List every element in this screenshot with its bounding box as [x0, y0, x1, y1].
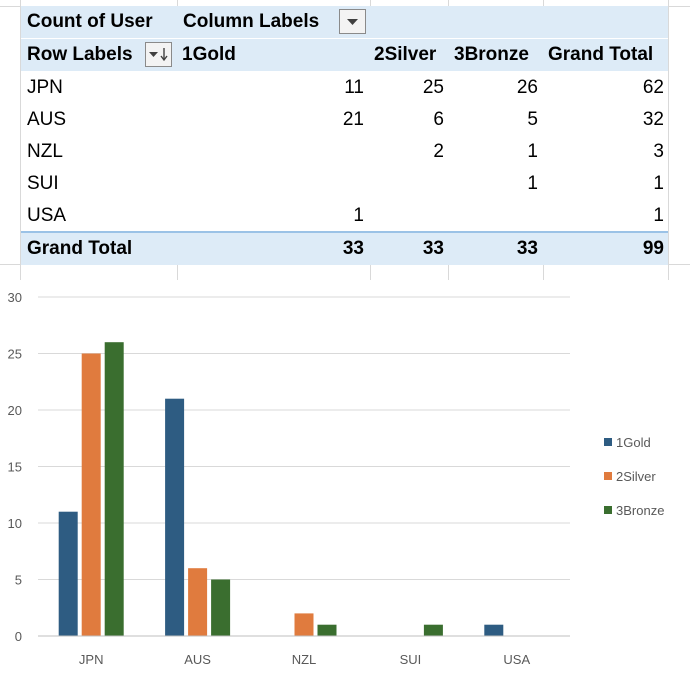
row-label[interactable]: JPN: [27, 77, 63, 98]
value-cell[interactable]: 11: [344, 77, 364, 98]
x-tick-label: NZL: [292, 652, 317, 667]
value-cell[interactable]: 5: [527, 109, 538, 130]
value-cell[interactable]: 1: [527, 141, 538, 162]
row-label[interactable]: NZL: [27, 141, 63, 162]
table-row: AUS 21 6 5 32: [21, 104, 668, 136]
legend-swatch: [604, 438, 612, 446]
legend-label: 2Silver: [616, 469, 656, 484]
column-header-silver[interactable]: 2Silver: [374, 44, 437, 65]
bar-2Silver-JPN: [81, 353, 101, 636]
table-row: NZL 2 1 3: [21, 136, 668, 168]
value-cell[interactable]: 1: [653, 173, 664, 194]
sort-filter-icon: [149, 48, 168, 62]
value-cell[interactable]: 3: [653, 141, 664, 162]
value-cell[interactable]: 62: [642, 77, 664, 98]
chart-canvas: 0 5 10 15 20 25 30 JPN AUS NZL SUI USA 1Gold 2Silver 3…: [8, 290, 665, 667]
row-label[interactable]: AUS: [27, 109, 67, 130]
legend-label: 1Gold: [616, 435, 651, 450]
total-cell[interactable]: 99: [642, 238, 664, 259]
value-cell[interactable]: 25: [422, 77, 444, 98]
value-cell[interactable]: 32: [642, 109, 664, 130]
table-row: SUI 1 1: [21, 168, 668, 200]
bar-3Bronze-NZL: [317, 624, 337, 636]
y-tick-label: 25: [8, 347, 22, 362]
x-tick-label: JPN: [79, 652, 104, 667]
value-cell[interactable]: 21: [342, 109, 364, 130]
y-tick-label: 0: [15, 629, 22, 644]
y-tick-label: 10: [8, 516, 22, 531]
y-tick-label: 20: [8, 403, 22, 418]
value-cell[interactable]: 6: [433, 109, 444, 130]
pivot-table: Count of User Column Labels Row Labels 1…: [21, 6, 668, 265]
row-sort-filter-dropdown[interactable]: [145, 42, 172, 67]
gridline: [20, 0, 21, 280]
column-header-gold[interactable]: 1Gold: [182, 44, 236, 65]
total-cell[interactable]: 33: [516, 238, 538, 259]
x-tick-label: USA: [503, 652, 530, 667]
y-tick-label: 5: [15, 573, 22, 588]
value-cell[interactable]: 1: [353, 205, 364, 226]
grand-total-label[interactable]: Grand Total: [27, 238, 133, 259]
y-tick-label: 30: [8, 290, 22, 305]
bar-2Silver-NZL: [294, 613, 314, 636]
y-tick-label: 15: [8, 460, 22, 475]
value-cell[interactable]: 1: [527, 173, 538, 194]
legend-swatch: [604, 506, 612, 514]
table-row: JPN 11 25 26 62: [21, 72, 668, 104]
pivot-header-row-1: Count of User Column Labels: [21, 6, 668, 38]
table-row: USA 1 1: [21, 200, 668, 232]
bar-1Gold-USA: [484, 624, 504, 636]
value-cell[interactable]: 26: [516, 77, 538, 98]
x-tick-label: AUS: [184, 652, 211, 667]
total-cell[interactable]: 33: [342, 238, 364, 259]
bar-3Bronze-SUI: [423, 624, 443, 636]
pivot-chart[interactable]: 0 5 10 15 20 25 30 JPN AUS NZL SUI USA 1Gold 2Silver 3…: [0, 280, 690, 682]
bar-3Bronze-JPN: [104, 342, 124, 636]
bar-3Bronze-AUS: [211, 579, 231, 636]
pivot-corner-label[interactable]: Count of User: [27, 11, 153, 32]
bar-2Silver-AUS: [188, 568, 208, 636]
pivot-header-row-2: Row Labels 1Gold 2Silver 3Bronze Grand T…: [21, 39, 668, 71]
x-tick-label: SUI: [400, 652, 422, 667]
row-label[interactable]: USA: [27, 205, 67, 226]
column-labels-header[interactable]: Column Labels: [183, 11, 320, 32]
legend-label: 3Bronze: [616, 503, 664, 518]
bar-1Gold-AUS: [165, 398, 185, 636]
column-filter-dropdown[interactable]: [339, 9, 366, 34]
value-cell[interactable]: 1: [653, 205, 664, 226]
grand-total-row: Grand Total 33 33 33 99: [21, 231, 668, 265]
legend-swatch: [604, 472, 612, 480]
row-labels-header[interactable]: Row Labels: [27, 44, 133, 65]
dropdown-arrow-icon: [347, 19, 358, 25]
total-cell[interactable]: 33: [422, 238, 444, 259]
column-header-grand-total[interactable]: Grand Total: [548, 44, 654, 65]
row-label[interactable]: SUI: [27, 173, 59, 194]
bar-1Gold-JPN: [58, 511, 78, 636]
gridline: [668, 0, 669, 280]
column-header-bronze[interactable]: 3Bronze: [454, 44, 529, 65]
value-cell[interactable]: 2: [433, 141, 444, 162]
